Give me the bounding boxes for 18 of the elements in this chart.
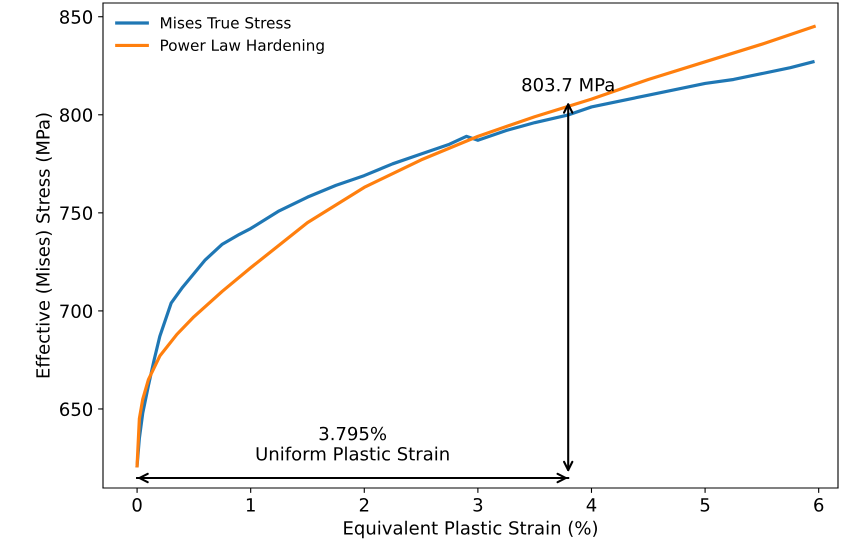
y-axis-title: Effective (Mises) Stress (MPa) (36, 113, 52, 378)
x-tick-label: 0 (132, 498, 142, 512)
legend-label: Power Law Hardening (161, 39, 324, 54)
x-tick-label: 6 (814, 498, 824, 512)
x-tick-label: 2 (360, 498, 368, 512)
x-tick-label: 4 (586, 498, 596, 512)
x-tick-label: 3 (474, 498, 482, 512)
annotation: 3.795% Uniform Plastic Strain (256, 426, 449, 461)
legend-label: Mises True Stress (161, 16, 291, 29)
y-tick-label: 700 (60, 304, 92, 318)
y-tick-label: 800 (60, 108, 92, 122)
y-tick-label: 650 (60, 402, 92, 416)
x-tick-label: 5 (700, 498, 710, 512)
y-tick-label: 750 (60, 206, 92, 220)
x-axis-title: Equivalent Plastic Strain (%) (344, 520, 597, 538)
x-tick-label: 1 (246, 498, 255, 512)
annotation: 803.7 MPa (522, 78, 614, 92)
y-tick-label: 850 (60, 10, 92, 24)
